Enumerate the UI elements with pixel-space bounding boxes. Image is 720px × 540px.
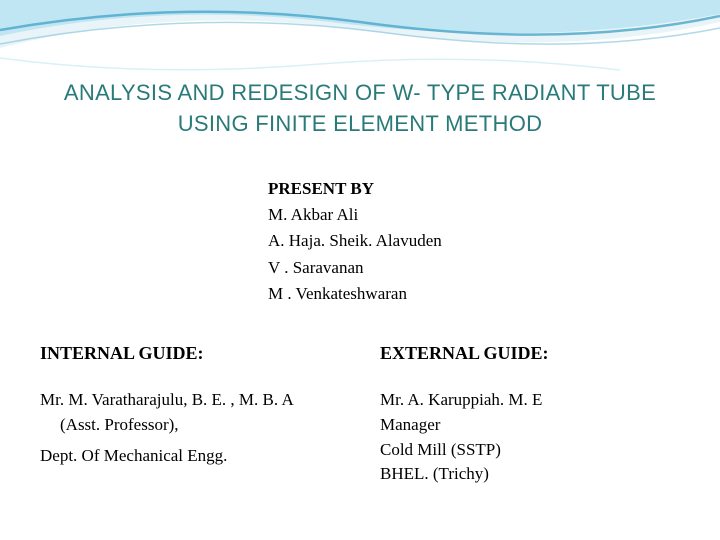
external-guide-line: Manager	[380, 413, 680, 438]
present-by-heading: PRESENT BY	[268, 176, 680, 202]
slide-content: ANALYSIS AND REDESIGN OF W- TYPE RADIANT…	[0, 0, 720, 487]
internal-guide-column: INTERNAL GUIDE: Mr. M. Varatharajulu, B.…	[40, 343, 360, 487]
internal-guide-heading: INTERNAL GUIDE:	[40, 343, 340, 364]
external-guide-heading: EXTERNAL GUIDE:	[380, 343, 680, 364]
internal-guide-line: Mr. M. Varatharajulu, B. E. , M. B. A	[40, 388, 340, 413]
external-guide-line: Mr. A. Karuppiah. M. E	[380, 388, 680, 413]
present-by-block: PRESENT BY M. Akbar Ali A. Haja. Sheik. …	[268, 176, 680, 308]
external-guide-body: Mr. A. Karuppiah. M. E Manager Cold Mill…	[380, 388, 680, 487]
external-guide-line: Cold Mill (SSTP)	[380, 438, 680, 463]
presenter-name: V . Saravanan	[268, 255, 680, 281]
internal-guide-line: Dept. Of Mechanical Engg.	[40, 444, 340, 469]
guides-row: INTERNAL GUIDE: Mr. M. Varatharajulu, B.…	[40, 343, 680, 487]
presenter-name: M . Venkateshwaran	[268, 281, 680, 307]
internal-guide-body: Mr. M. Varatharajulu, B. E. , M. B. A (A…	[40, 388, 340, 468]
presenter-name: A. Haja. Sheik. Alavuden	[268, 228, 680, 254]
external-guide-column: EXTERNAL GUIDE: Mr. A. Karuppiah. M. E M…	[360, 343, 680, 487]
internal-guide-line: (Asst. Professor),	[40, 413, 340, 438]
presenter-name: M. Akbar Ali	[268, 202, 680, 228]
external-guide-line: BHEL. (Trichy)	[380, 462, 680, 487]
slide-title: ANALYSIS AND REDESIGN OF W- TYPE RADIANT…	[40, 78, 680, 140]
